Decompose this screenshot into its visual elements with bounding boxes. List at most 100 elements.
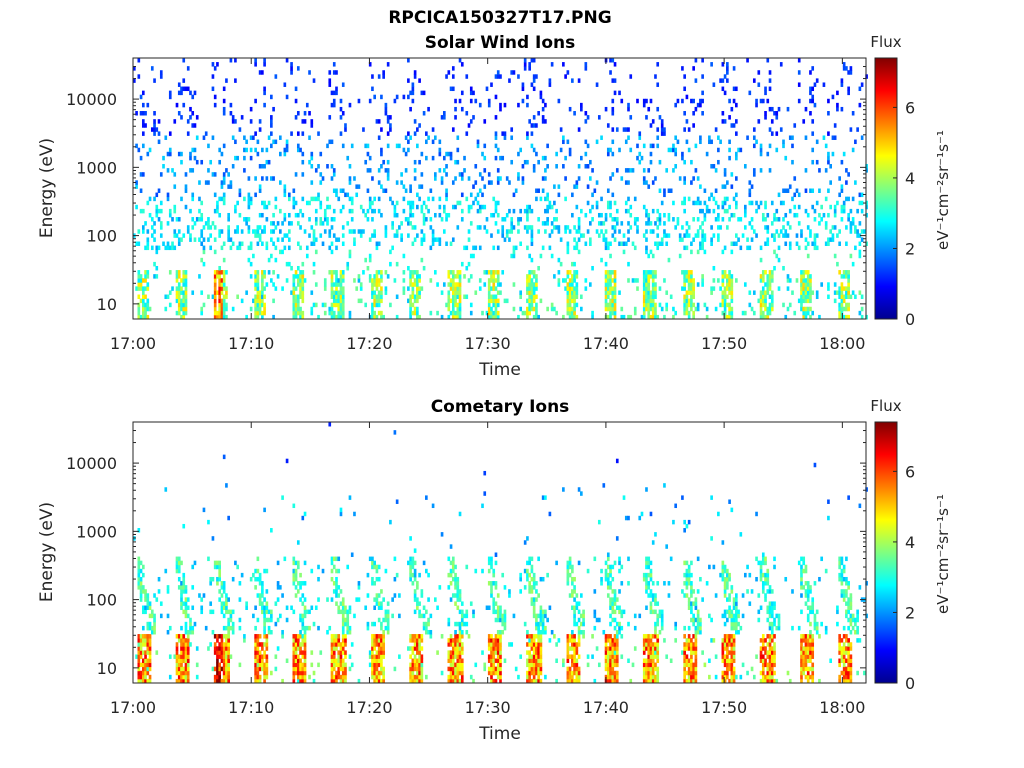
heatmap-cell [339,298,343,304]
heatmap-cell [292,278,296,283]
heatmap-cell [263,621,266,627]
heatmap-cell [177,560,181,566]
heatmap-cell [456,678,460,684]
heatmap-cell [195,115,199,120]
heatmap-cell [575,646,579,651]
heatmap-cell [827,294,830,300]
heatmap-cell [690,282,693,287]
heatmap-cell [416,634,419,639]
heatmap-cell [296,147,300,153]
heatmap-cell [438,585,442,590]
heatmap-cell [642,278,646,283]
heatmap-cell [692,200,695,206]
heatmap-cell [683,282,686,287]
heatmap-cell [494,208,498,214]
heatmap-cell [166,613,170,619]
heatmap-cell [606,123,610,128]
heatmap-cell [460,106,464,112]
heatmap-cell [544,155,547,161]
heatmap-cell [180,290,183,295]
heatmap-cell [216,654,219,659]
heatmap-cell [279,208,282,214]
heatmap-cell [447,650,451,655]
heatmap-cell [514,188,518,193]
heatmap-cell [640,314,644,320]
heatmap-cell [321,176,325,181]
heatmap-cell [456,135,460,140]
heatmap-cell [818,188,821,193]
heatmap-cell [218,314,222,320]
heatmap-cell [530,658,534,664]
heatmap-cell [261,646,264,651]
heatmap-cell [184,646,188,651]
heatmap-cell [263,674,266,680]
heatmap-cell [496,654,500,659]
heatmap-cell [263,654,266,659]
heatmap-cell [330,674,334,680]
heatmap-cell [191,217,195,222]
heatmap-cell [220,290,224,295]
heatmap-cell [492,662,496,668]
heatmap-cell [177,298,181,304]
heatmap-cell [501,155,505,161]
heatmap-cell [339,674,343,680]
heatmap-cell [586,115,590,120]
heatmap-cell [728,274,731,279]
heatmap-cell [465,245,469,251]
heatmap-cell [726,274,729,279]
heatmap-cell [144,278,147,283]
heatmap-cell [523,159,527,165]
heatmap-cell [256,290,260,295]
heatmap-cell [184,310,188,316]
heatmap-cell [651,310,655,316]
heatmap-cell [407,131,410,136]
heatmap-cell [398,613,401,619]
colorbar-tick-label: 6 [905,98,915,117]
heatmap-cell [683,208,686,214]
heatmap-cell [472,184,475,189]
heatmap-cell [218,674,222,680]
heatmap-cell [294,274,298,279]
heatmap-cell [530,143,534,149]
heatmap-cell [265,159,269,165]
heatmap-cell [231,621,235,627]
heatmap-cell [227,233,230,238]
heatmap-cell [701,208,704,214]
heatmap-cell [690,278,693,283]
heatmap-cell [411,274,415,279]
heatmap-cell [261,70,264,75]
heatmap-cell [263,306,266,312]
heatmap-cell [566,298,570,304]
heatmap-cell [270,278,273,283]
heatmap-cell [472,90,475,96]
heatmap-cell [496,245,500,251]
heatmap-cell [371,286,374,291]
heatmap-cell [487,568,491,574]
heatmap-cell [487,102,491,108]
heatmap-cell [341,241,345,246]
heatmap-cell [535,196,538,202]
heatmap-cell [591,168,594,173]
heatmap-cell [263,605,266,610]
heatmap-cell [611,310,615,316]
heatmap-cell [665,290,669,295]
heatmap-cell [840,286,844,291]
heatmap-cell [544,119,547,124]
heatmap-cell [553,184,556,189]
heatmap-cell [265,642,269,647]
heatmap-cell [263,286,266,291]
heatmap-cell [490,278,493,283]
heatmap-cell [236,155,239,161]
heatmap-cell [667,217,671,222]
heatmap-cell [413,310,417,316]
heatmap-cell [573,184,576,189]
heatmap-cell [496,298,500,304]
heatmap-cell [530,82,534,87]
heatmap-cell [460,646,464,651]
heatmap-cell [687,298,691,304]
heatmap-cell [465,196,469,202]
heatmap-cell [627,237,630,242]
heatmap-cell [420,678,424,684]
heatmap-cell [442,111,446,116]
heatmap-cell [173,229,177,234]
